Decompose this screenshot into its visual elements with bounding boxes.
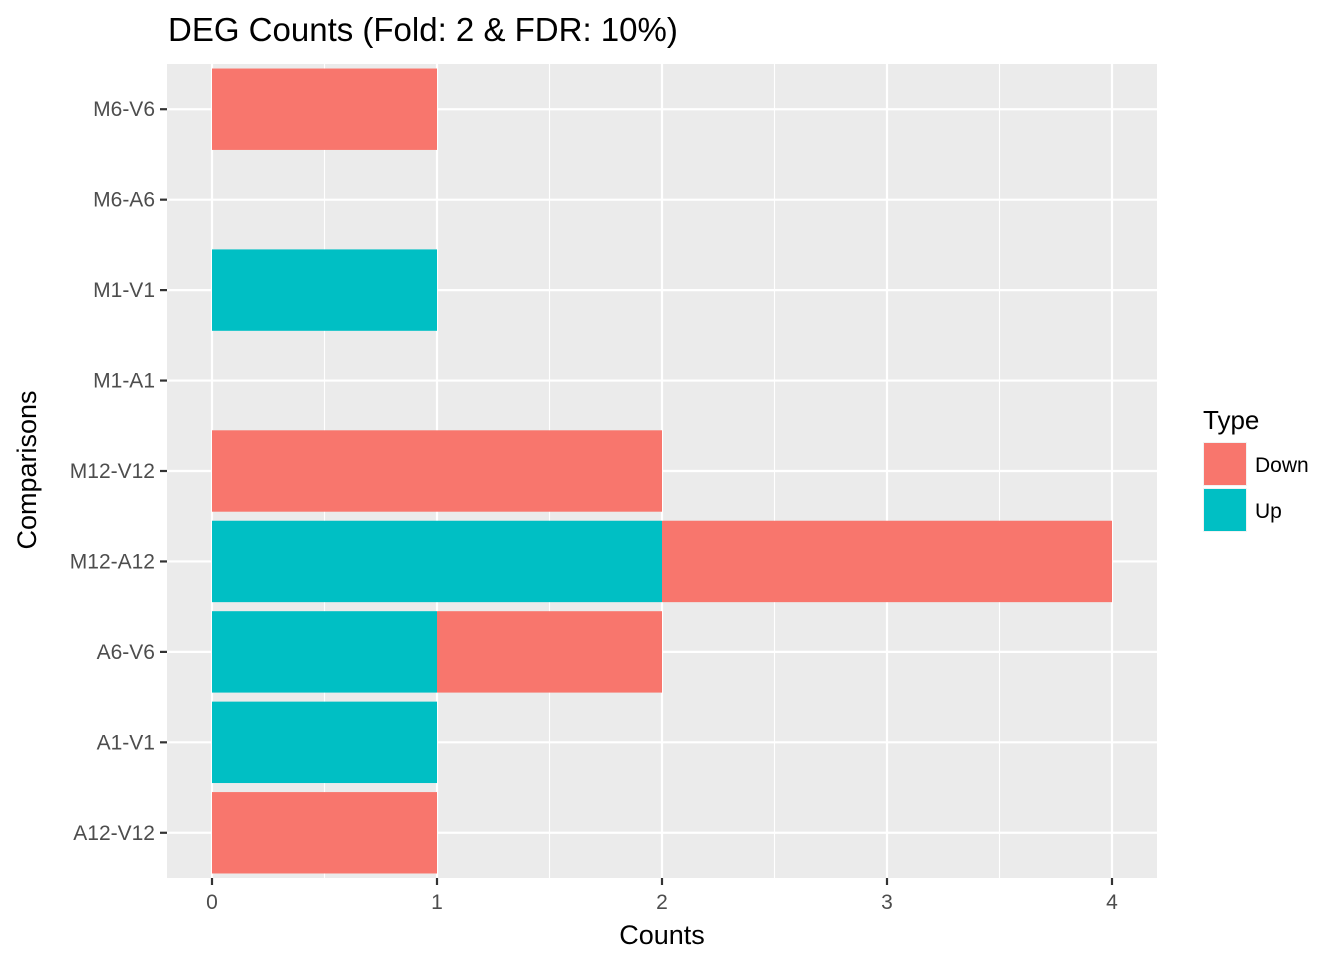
legend: Type Down Up <box>1203 405 1309 532</box>
y-tick-label: M1-V1 <box>93 279 155 302</box>
x-tick-label: 0 <box>206 891 218 914</box>
legend-title: Type <box>1203 405 1259 435</box>
y-tick-label: M6-A6 <box>93 189 155 212</box>
x-tick-label: 4 <box>1106 891 1118 914</box>
bar-up-a1-v1 <box>212 701 437 784</box>
x-axis-title: Counts <box>619 920 705 950</box>
chart-title: DEG Counts (Fold: 2 & FDR: 10%) <box>168 11 678 48</box>
bar-down-m12-a12 <box>662 520 1112 603</box>
bar-down-m6-v6 <box>212 68 437 150</box>
bar-up-a6-v6 <box>212 611 437 693</box>
y-tick-label: M1-A1 <box>93 370 155 393</box>
legend-swatch-up <box>1204 489 1246 531</box>
bar-down-a6-v6 <box>437 611 662 693</box>
y-tick-label: A1-V1 <box>97 731 155 754</box>
legend-label-down: Down <box>1255 454 1309 477</box>
bar-up-m1-v1 <box>212 249 437 331</box>
x-tick-label: 1 <box>431 891 443 914</box>
y-tick-label: A12-V12 <box>73 822 155 845</box>
bar-down-m12-v12 <box>212 430 662 512</box>
legend-swatch-down <box>1204 443 1246 485</box>
bar-down-a12-v12 <box>212 792 437 874</box>
y-tick-label: A6-V6 <box>97 641 155 664</box>
y-tick-label: M12-A12 <box>70 550 155 573</box>
legend-label-up: Up <box>1255 500 1282 523</box>
bar-up-m12-a12 <box>212 520 662 603</box>
x-tick-label: 3 <box>881 891 893 914</box>
y-tick-label: M12-V12 <box>70 460 155 483</box>
y-tick-label: M6-V6 <box>93 98 155 121</box>
y-axis-title: Comparisons <box>12 390 42 549</box>
x-tick-label: 2 <box>656 891 668 914</box>
